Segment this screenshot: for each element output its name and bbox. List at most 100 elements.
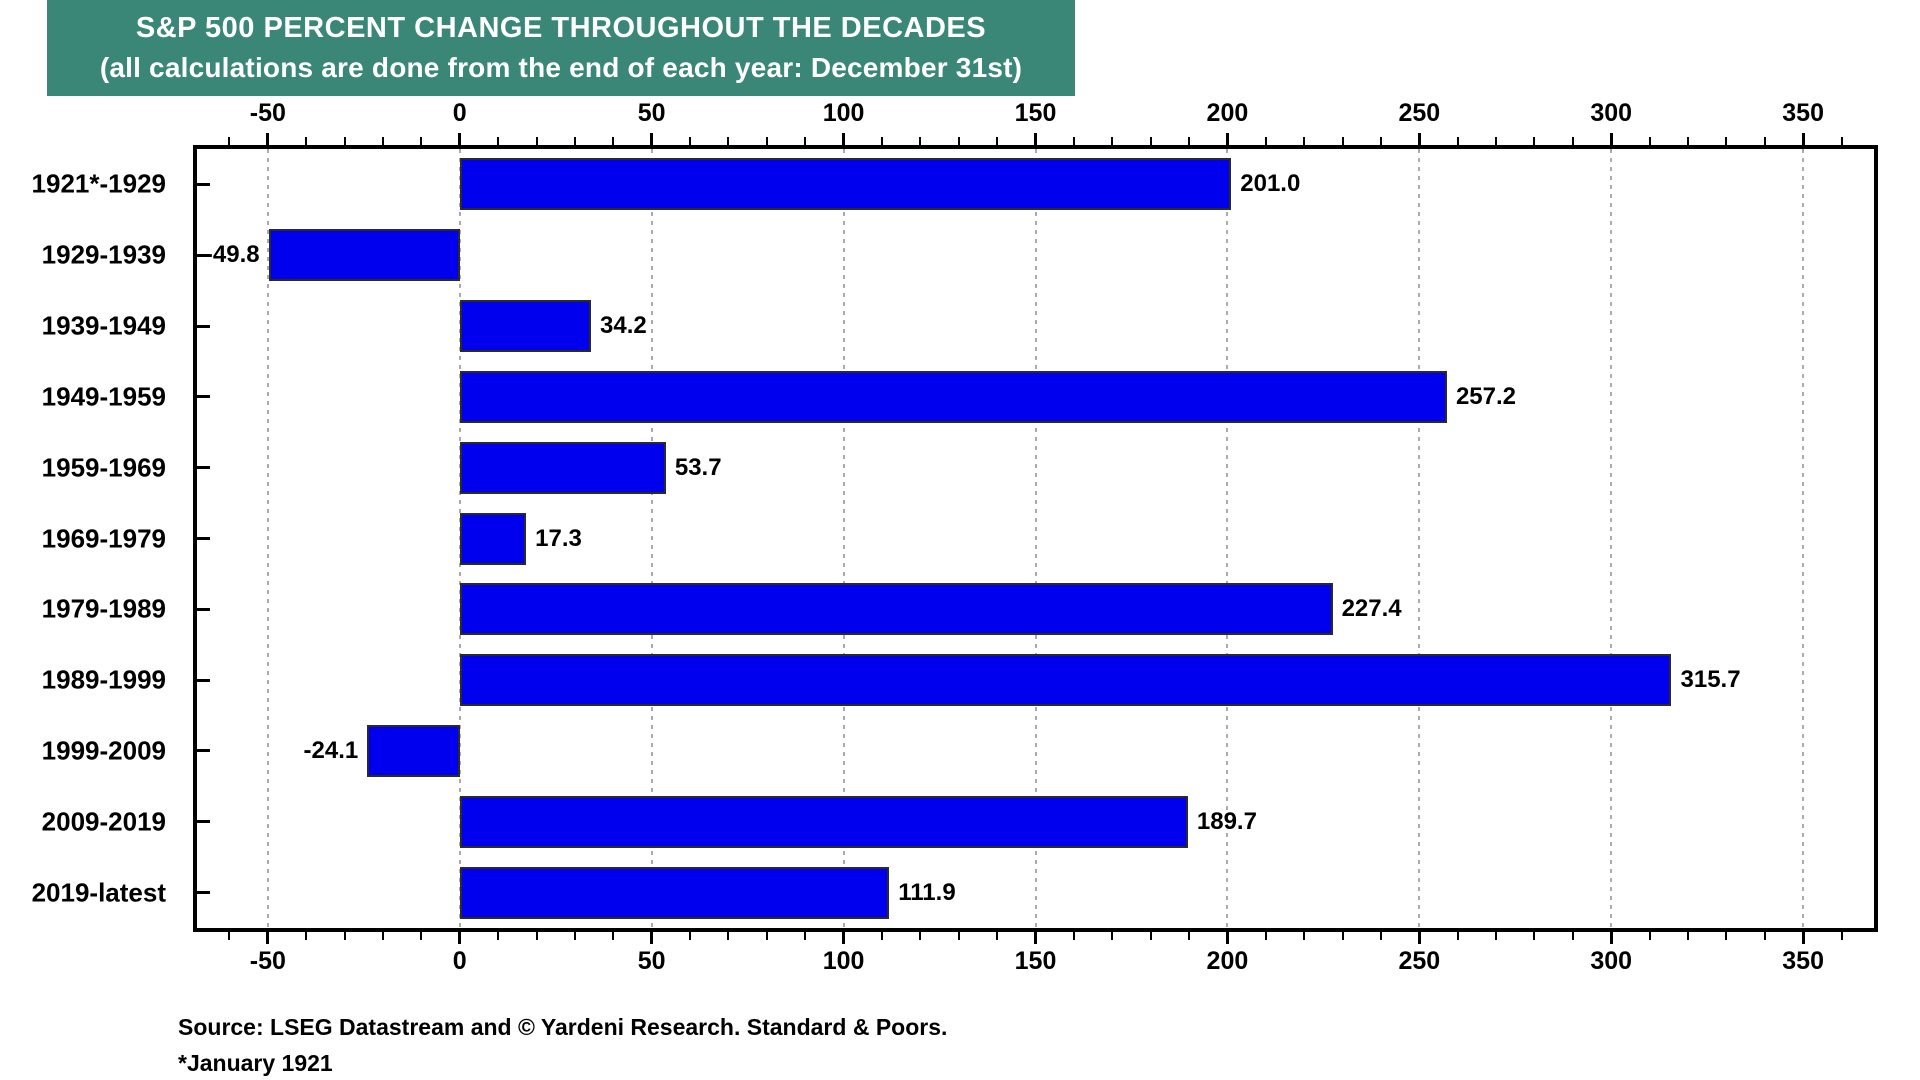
y-axis-tick xyxy=(197,253,210,257)
footnote-text: *January 1921 xyxy=(178,1050,333,1076)
minor-tick-top--10 xyxy=(420,137,423,145)
minor-tick-bottom-10 xyxy=(497,932,500,940)
major-tick-bottom-50 xyxy=(650,932,654,944)
bar-1999-2009 xyxy=(367,724,460,777)
minor-tick-top-190 xyxy=(1188,137,1191,145)
x-axis-label-top-100: 100 xyxy=(822,99,865,127)
value-label: 227.4 xyxy=(1341,595,1402,623)
minor-tick-top--40 xyxy=(305,137,308,145)
major-tick-bottom-150 xyxy=(1034,932,1037,944)
bar-1979-1989 xyxy=(459,583,1333,636)
minor-tick-bottom-270 xyxy=(1495,932,1498,940)
minor-tick-top-280 xyxy=(1533,137,1536,145)
x-axis-label-bottom-250: 250 xyxy=(1398,947,1441,975)
bar-1969-1979 xyxy=(459,512,527,565)
major-tick-top-150 xyxy=(1034,133,1037,145)
minor-tick-top-170 xyxy=(1111,137,1114,145)
minor-tick-bottom-240 xyxy=(1379,932,1382,940)
y-axis-tick xyxy=(197,678,210,682)
minor-tick-top-140 xyxy=(996,137,999,145)
minor-tick-top-120 xyxy=(919,137,922,145)
title-banner: S&P 500 PERCENT CHANGE THROUGHOUT THE DE… xyxy=(47,0,1075,96)
minor-tick-top-340 xyxy=(1763,137,1766,145)
minor-tick-top-220 xyxy=(1303,137,1306,145)
bar-1949-1959 xyxy=(459,370,1447,423)
y-axis-tick xyxy=(197,749,210,753)
major-tick-top-250 xyxy=(1417,133,1421,145)
minor-tick-bottom-130 xyxy=(957,932,960,940)
minor-tick-top-30 xyxy=(573,137,576,145)
minor-tick-bottom--30 xyxy=(343,932,346,940)
major-tick-bottom-100 xyxy=(842,932,846,944)
minor-tick-bottom-230 xyxy=(1341,932,1344,940)
gridline-x-100 xyxy=(842,149,845,928)
major-tick-top-0 xyxy=(458,133,462,145)
major-tick-top-200 xyxy=(1225,133,1229,145)
x-axis-label-top-350: 350 xyxy=(1782,99,1824,127)
gridline-x-350 xyxy=(1802,149,1805,928)
category-label: 1939-1949 xyxy=(41,310,166,341)
gridline-x-250 xyxy=(1418,149,1421,928)
minor-tick-bottom-260 xyxy=(1456,932,1459,940)
minor-tick-top-260 xyxy=(1456,137,1459,145)
x-axis-label-top-250: 250 xyxy=(1398,99,1441,127)
value-label: 257.2 xyxy=(1455,382,1517,410)
x-axis-label-top-200: 200 xyxy=(1206,99,1249,127)
minor-tick-bottom-60 xyxy=(689,932,692,940)
minor-tick-top-40 xyxy=(612,137,615,145)
value-label: 53.7 xyxy=(674,453,722,481)
gridline-x-50 xyxy=(650,149,653,928)
value-label: 111.9 xyxy=(898,878,956,906)
minor-tick-top-90 xyxy=(804,137,807,145)
bar-1929-1939 xyxy=(268,229,460,282)
minor-tick-bottom-210 xyxy=(1264,932,1267,940)
category-label: 1959-1969 xyxy=(41,452,166,483)
minor-tick-bottom-290 xyxy=(1571,932,1574,940)
category-label: 1949-1959 xyxy=(41,381,166,412)
minor-tick-top-230 xyxy=(1341,137,1344,145)
category-label: 1989-1999 xyxy=(41,664,166,695)
x-axis-label-bottom-150: 150 xyxy=(1014,947,1057,975)
major-tick-bottom-250 xyxy=(1417,932,1421,944)
minor-tick-top-80 xyxy=(765,137,768,145)
major-tick-bottom-350 xyxy=(1801,932,1805,944)
value-label: 34.2 xyxy=(600,312,647,340)
category-label: 1979-1989 xyxy=(41,593,166,624)
minor-tick-top-130 xyxy=(957,137,960,145)
bar-1921*-1929 xyxy=(459,158,1232,211)
x-axis-label-bottom-50: 50 xyxy=(637,947,666,975)
value-label: -49.8 xyxy=(204,241,260,269)
major-tick-bottom--50 xyxy=(266,932,270,944)
value-label: 189.7 xyxy=(1196,807,1257,835)
minor-tick-bottom-140 xyxy=(996,932,999,940)
y-axis-tick xyxy=(197,891,210,895)
minor-tick-top-10 xyxy=(497,137,500,145)
bar-2009-2019 xyxy=(459,795,1188,848)
minor-tick-bottom-280 xyxy=(1533,932,1536,940)
major-tick-top-100 xyxy=(842,133,846,145)
category-label: 1969-1979 xyxy=(41,523,166,553)
bar-1989-1999 xyxy=(459,654,1672,707)
minor-tick-top-270 xyxy=(1495,137,1498,145)
minor-tick-bottom-70 xyxy=(727,932,730,940)
bar-2019-latest xyxy=(459,866,890,919)
minor-tick-top-60 xyxy=(689,137,692,145)
category-label: 1999-2009 xyxy=(41,735,166,766)
y-axis-tick xyxy=(197,324,210,328)
minor-tick-bottom-320 xyxy=(1687,932,1689,940)
x-axis-label-bottom-350: 350 xyxy=(1782,947,1824,975)
bar-1939-1949 xyxy=(459,300,592,353)
major-tick-bottom-200 xyxy=(1225,932,1229,944)
minor-tick-bottom-160 xyxy=(1072,932,1075,940)
minor-tick-bottom-170 xyxy=(1111,932,1114,940)
minor-tick-bottom-340 xyxy=(1763,932,1766,940)
minor-tick-top-180 xyxy=(1149,137,1152,145)
major-tick-top--50 xyxy=(266,133,270,145)
minor-tick-bottom-330 xyxy=(1725,932,1728,940)
gridline-x-200 xyxy=(1226,149,1229,928)
minor-tick-bottom--20 xyxy=(381,932,384,940)
y-axis-tick xyxy=(197,395,210,399)
bar-1959-1969 xyxy=(459,441,666,494)
minor-tick-bottom-360 xyxy=(1840,932,1843,940)
